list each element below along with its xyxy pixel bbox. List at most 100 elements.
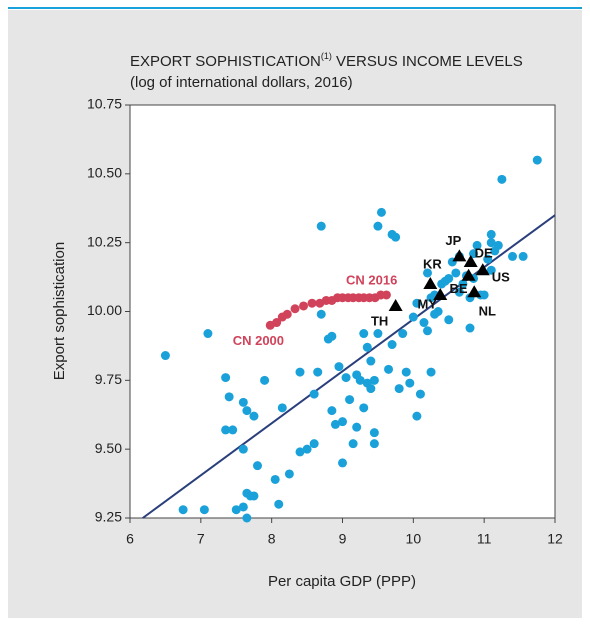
- y-tick-label: 10.75: [87, 96, 122, 112]
- point: [423, 326, 432, 336]
- point: [178, 505, 188, 515]
- point: [376, 207, 386, 217]
- point: [309, 389, 319, 399]
- point: [419, 318, 429, 328]
- point: [412, 298, 422, 308]
- point: [272, 318, 282, 328]
- point: [532, 155, 542, 165]
- point: [518, 251, 528, 261]
- point: [327, 406, 337, 416]
- point: [398, 329, 408, 339]
- y-tick-label: 10.50: [87, 165, 122, 181]
- point: [394, 384, 404, 394]
- point: [479, 290, 489, 300]
- point: [316, 221, 326, 231]
- annotation: CN 2016: [346, 273, 397, 288]
- x-tick-label: 9: [339, 531, 347, 547]
- point: [493, 240, 503, 250]
- country-label: NL: [479, 304, 496, 319]
- point: [242, 406, 252, 416]
- y-tick-label: 9.25: [95, 509, 122, 525]
- triangle-marker: [475, 263, 490, 276]
- point: [249, 411, 259, 421]
- point: [160, 351, 170, 361]
- point: [423, 268, 432, 278]
- point: [451, 268, 461, 278]
- point: [228, 425, 238, 435]
- point: [231, 505, 241, 515]
- point: [426, 367, 436, 377]
- point: [433, 307, 443, 316]
- x-tick-label: 6: [126, 531, 134, 547]
- point: [282, 309, 292, 319]
- point: [444, 315, 454, 325]
- point: [426, 293, 436, 303]
- country-label: US: [492, 270, 510, 285]
- point: [290, 304, 300, 314]
- y-tick-label: 9.75: [95, 371, 122, 387]
- x-tick-label: 12: [547, 531, 563, 547]
- point: [348, 439, 358, 449]
- y-tick-label: 10.25: [87, 233, 122, 249]
- country-label: DE: [475, 245, 493, 260]
- point: [483, 254, 493, 264]
- annotation: CN 2000: [233, 333, 284, 348]
- point: [224, 392, 234, 402]
- point: [369, 439, 379, 449]
- point: [238, 397, 248, 407]
- point: [486, 229, 496, 239]
- point: [327, 331, 337, 341]
- point: [203, 329, 213, 339]
- point: [249, 491, 259, 501]
- point: [454, 287, 464, 297]
- point: [355, 375, 365, 385]
- point: [295, 447, 305, 457]
- point: [316, 309, 326, 319]
- point: [458, 279, 468, 289]
- point: [362, 342, 372, 352]
- country-label: BE: [450, 281, 468, 296]
- country-label: TH: [371, 313, 388, 328]
- point: [387, 340, 397, 350]
- x-tick-label: 10: [406, 531, 422, 547]
- country-label: KR: [423, 256, 442, 271]
- country-label: MY: [418, 296, 438, 311]
- point: [307, 298, 317, 308]
- point: [253, 461, 262, 471]
- point: [444, 273, 454, 283]
- chart-subtitle: (log of international dollars, 2016): [130, 74, 353, 91]
- point: [330, 419, 340, 429]
- point: [366, 384, 376, 394]
- point: [199, 505, 209, 515]
- point: [408, 312, 418, 322]
- triangle-marker: [388, 298, 403, 311]
- point: [274, 499, 284, 509]
- point: [352, 422, 362, 432]
- point: [415, 389, 425, 399]
- point: [345, 395, 355, 405]
- point: [277, 403, 287, 413]
- point: [366, 356, 376, 366]
- point: [486, 265, 496, 275]
- point: [391, 232, 401, 242]
- point: [242, 513, 252, 523]
- point: [381, 290, 391, 300]
- triangle-marker: [467, 285, 482, 298]
- x-tick-label: 11: [477, 531, 492, 547]
- y-axis-label: Export sophistication: [51, 242, 68, 380]
- point: [508, 251, 517, 261]
- y-tick-label: 10.00: [87, 302, 122, 318]
- point: [221, 373, 231, 383]
- point: [270, 474, 280, 484]
- x-tick-label: 7: [197, 531, 205, 547]
- point: [284, 469, 294, 479]
- point: [260, 375, 270, 385]
- point: [309, 439, 319, 449]
- triangle-marker: [463, 254, 478, 267]
- x-axis-label: Per capita GDP (PPP): [268, 573, 416, 590]
- point: [238, 502, 248, 512]
- country-label: JP: [445, 233, 461, 248]
- point: [302, 444, 312, 454]
- point: [359, 403, 369, 413]
